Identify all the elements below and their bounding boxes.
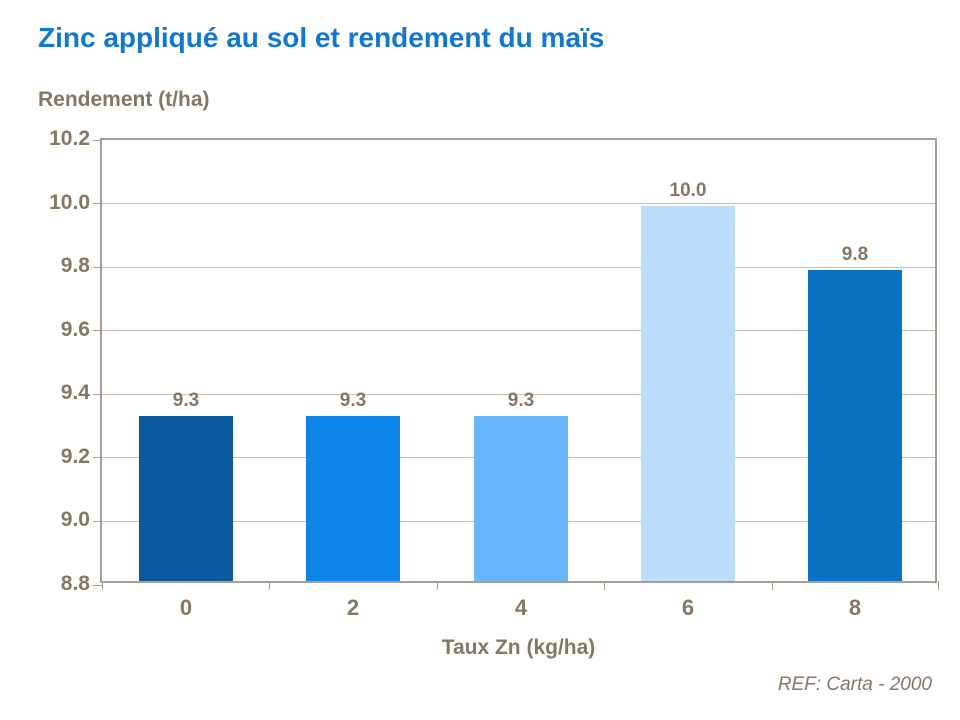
y-axis-tick (93, 393, 102, 395)
y-gridline (102, 330, 935, 332)
x-tick-label: 0 (179, 595, 193, 620)
y-axis-title: Rendement (t/ha) (38, 88, 210, 111)
x-tick-label: 6 (681, 595, 695, 620)
y-axis-tick (93, 139, 102, 141)
y-axis-tick (93, 266, 102, 268)
y-gridline (102, 203, 935, 205)
y-gridline (102, 393, 935, 395)
reference-note: REF: Carta - 2000 (777, 674, 932, 695)
y-axis-tick (93, 203, 102, 205)
x-axis-tick (604, 581, 605, 590)
x-axis-tick (772, 581, 773, 590)
x-axis-tick (102, 581, 103, 590)
y-tick-label: 9.2 (60, 444, 90, 468)
y-axis-tick (93, 457, 102, 459)
x-tick-label: 4 (514, 595, 528, 620)
y-gridline (102, 266, 935, 268)
bar-value-label: 9.3 (339, 390, 367, 411)
x-tick-label: 8 (848, 595, 862, 620)
y-tick-label: 9.8 (60, 254, 90, 278)
x-axis-tick (938, 581, 939, 590)
x-axis-tick (437, 581, 438, 590)
bar-value-label: 9.8 (841, 244, 869, 265)
bar[interactable] (306, 416, 400, 581)
x-tick-label: 2 (346, 595, 360, 620)
bar-value-label: 10.0 (669, 180, 707, 201)
y-axis-tick (93, 330, 102, 332)
chart-title: Zinc appliqué au sol et rendement du maï… (38, 22, 605, 53)
bar-value-label: 9.3 (172, 390, 200, 411)
bar[interactable] (808, 270, 902, 581)
y-tick-label: 9.4 (60, 381, 90, 405)
y-axis-tick (93, 520, 102, 522)
plot-area: 8.8 9.0 9.2 9.4 9.6 9.8 10.0 10.2 9.3 0 9.3 2 9.3 4 10… (49, 127, 939, 620)
y-tick-label: 10.0 (49, 190, 90, 214)
bar-value-label: 9.3 (507, 390, 535, 411)
bar[interactable] (641, 206, 735, 581)
y-axis-tick (93, 584, 102, 586)
y-tick-label: 8.8 (60, 572, 90, 595)
bar[interactable] (139, 416, 233, 581)
y-tick-label: 9.6 (60, 317, 90, 341)
x-axis-title: Taux Zn (kg/ha) (441, 636, 596, 659)
bar[interactable] (474, 416, 568, 581)
x-axis-tick (269, 581, 270, 590)
y-tick-label: 10.2 (49, 127, 90, 150)
y-tick-label: 9.0 (60, 508, 90, 532)
